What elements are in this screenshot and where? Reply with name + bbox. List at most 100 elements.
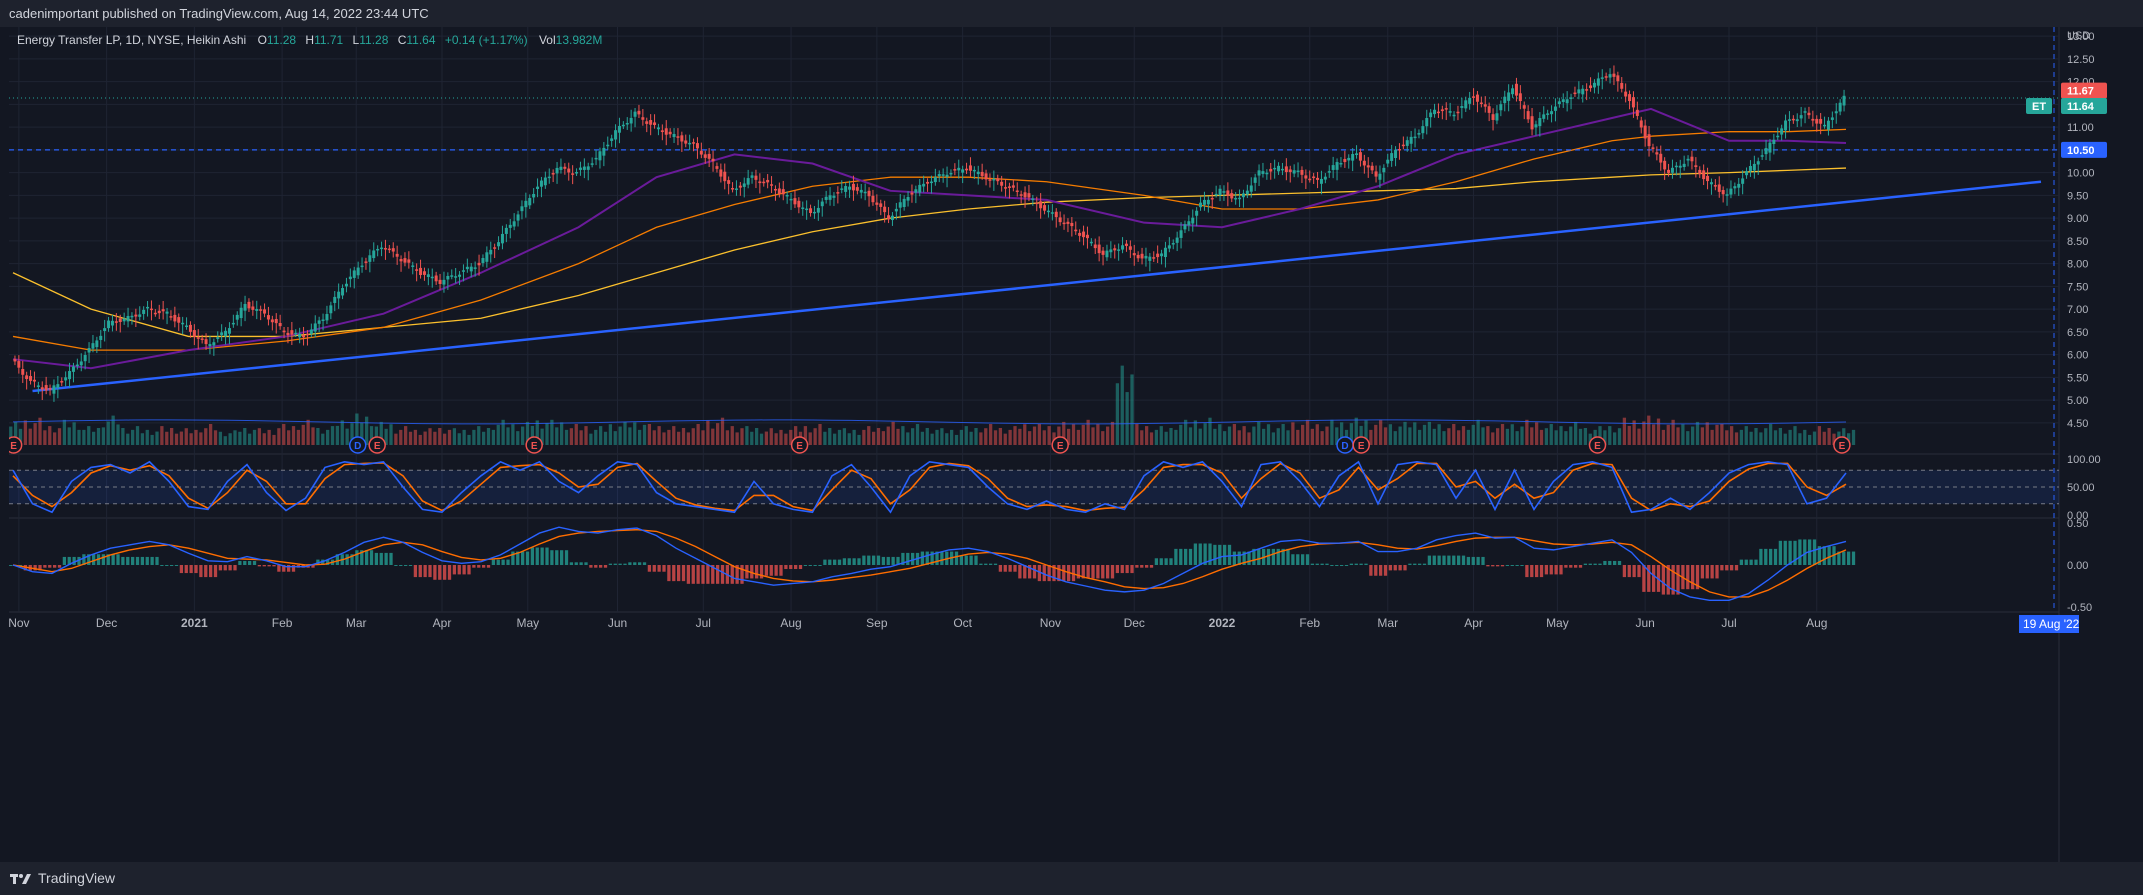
volume-bar bbox=[1686, 431, 1690, 445]
candle-body bbox=[1288, 169, 1292, 173]
volume-bar bbox=[1227, 426, 1232, 445]
candle-body bbox=[216, 337, 220, 339]
volume-bar bbox=[530, 425, 535, 445]
earnings-marker[interactable]: E bbox=[525, 436, 543, 454]
candle-body bbox=[1768, 142, 1772, 153]
candle-body bbox=[344, 283, 348, 287]
macd-histogram-bar bbox=[935, 551, 939, 565]
macd-histogram-bar bbox=[1281, 548, 1285, 565]
macd-histogram-bar bbox=[501, 559, 505, 565]
earnings-marker[interactable]: E bbox=[790, 436, 809, 454]
macd-histogram-bar bbox=[764, 565, 769, 576]
volume-bar bbox=[1827, 427, 1831, 445]
candle-body bbox=[676, 136, 680, 138]
macd-histogram-bar bbox=[1223, 544, 1227, 565]
candle-body bbox=[278, 322, 282, 327]
volume-bar bbox=[569, 428, 574, 445]
candle-body bbox=[629, 117, 633, 124]
volume-bar bbox=[1778, 427, 1783, 445]
volume-bar bbox=[213, 430, 218, 445]
tradingview-logo[interactable]: TradingView bbox=[10, 862, 115, 895]
macd-histogram-bar bbox=[223, 565, 227, 571]
macd-histogram-bar bbox=[1008, 565, 1012, 572]
candle-body bbox=[1128, 246, 1132, 250]
candle-body bbox=[1121, 245, 1125, 250]
volume-bar bbox=[1340, 422, 1344, 445]
candle-body bbox=[146, 306, 150, 309]
volume-bar bbox=[1613, 432, 1617, 445]
volume-bar bbox=[287, 430, 291, 445]
earnings-marker[interactable]: E bbox=[1588, 436, 1607, 454]
support-trendline[interactable] bbox=[32, 180, 2042, 393]
candle-body bbox=[1105, 250, 1109, 258]
macd-histogram-bar bbox=[218, 565, 223, 571]
volume-bar bbox=[155, 431, 159, 445]
volume-bar bbox=[174, 433, 179, 445]
legend-open: 11.28 bbox=[267, 33, 296, 47]
candle-body bbox=[1089, 241, 1093, 244]
earnings-marker[interactable]: E bbox=[368, 436, 386, 454]
volume-bar bbox=[657, 426, 661, 445]
macd-histogram-bar bbox=[1174, 548, 1178, 565]
legend-o-label: O bbox=[258, 33, 267, 47]
volume-bar bbox=[1266, 424, 1271, 445]
volume-bar bbox=[179, 431, 184, 445]
macd-histogram-bar bbox=[1637, 565, 1641, 578]
macd-histogram-bar bbox=[1739, 559, 1744, 565]
candle-body bbox=[1292, 170, 1296, 174]
macd-histogram-bar bbox=[633, 562, 637, 565]
earnings-marker[interactable]: E bbox=[9, 436, 23, 454]
candle-body bbox=[1830, 117, 1834, 120]
dividend-marker[interactable]: D bbox=[348, 436, 367, 454]
volume-bar bbox=[608, 424, 613, 445]
candle-body bbox=[1222, 191, 1226, 193]
candle-body bbox=[1538, 118, 1542, 127]
macd-histogram-bar bbox=[369, 550, 374, 565]
time-tick-label: Jul bbox=[696, 616, 711, 630]
macd-histogram-bar bbox=[1783, 540, 1787, 565]
volume-bar bbox=[1349, 423, 1354, 445]
volume-bar bbox=[1296, 429, 1300, 445]
macd-histogram-bar bbox=[491, 559, 496, 565]
volume-bar bbox=[1154, 429, 1159, 445]
volume-bar bbox=[189, 433, 193, 445]
candle-body bbox=[746, 178, 750, 185]
volume-bar bbox=[867, 426, 871, 445]
stoch-tick-label: 100.00 bbox=[2067, 454, 2101, 466]
macd-histogram-bar bbox=[1398, 565, 1402, 571]
candle-body bbox=[1273, 167, 1277, 170]
volume-bar bbox=[1281, 424, 1285, 445]
volume-bar bbox=[272, 434, 276, 445]
earnings-marker[interactable]: E bbox=[1352, 436, 1370, 454]
volume-bar bbox=[340, 420, 344, 445]
candle-body bbox=[430, 276, 434, 279]
candle-body bbox=[411, 265, 415, 267]
candle-body bbox=[40, 387, 44, 390]
candle-body bbox=[415, 269, 419, 271]
macd-histogram-bar bbox=[1159, 558, 1163, 565]
macd-histogram-bar bbox=[1388, 565, 1393, 571]
volume-bar bbox=[18, 428, 23, 445]
macd-histogram-bar bbox=[842, 558, 847, 565]
macd-histogram-bar bbox=[428, 565, 432, 578]
legend-close: 11.64 bbox=[406, 33, 435, 47]
volume-bar bbox=[1271, 432, 1276, 445]
candle-body bbox=[1503, 96, 1507, 104]
candle-body bbox=[185, 325, 189, 328]
earnings-marker[interactable]: E bbox=[1051, 436, 1069, 454]
volume-bar bbox=[184, 428, 188, 445]
candle-body bbox=[871, 195, 875, 203]
time-tick-label: Mar bbox=[1377, 616, 1398, 630]
candle-body bbox=[91, 343, 95, 349]
trendline[interactable] bbox=[9, 27, 2059, 612]
macd-histogram-bar bbox=[1627, 565, 1631, 578]
dividend-marker[interactable]: D bbox=[1336, 436, 1354, 454]
candle-body bbox=[1651, 147, 1655, 149]
candle-body bbox=[1078, 232, 1082, 236]
earnings-marker[interactable]: E bbox=[1833, 436, 1851, 454]
macd-histogram-bar bbox=[550, 550, 554, 565]
volume-bar bbox=[326, 429, 330, 445]
volume-bar bbox=[257, 428, 262, 445]
